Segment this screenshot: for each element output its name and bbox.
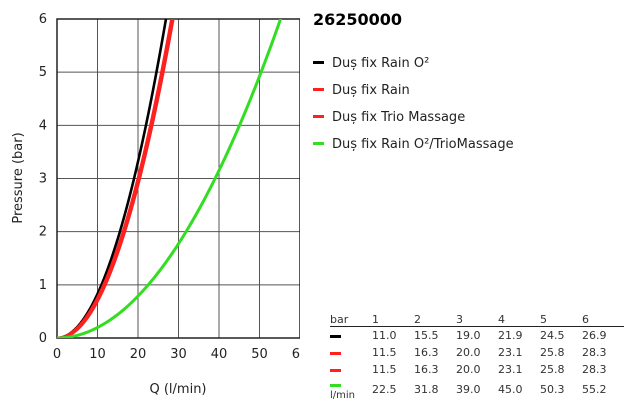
x-tick-label: 10: [89, 347, 106, 362]
table-row-swatch-cell: [330, 327, 372, 345]
table-row-swatch-cell: [330, 361, 372, 378]
legend-swatch: [313, 142, 324, 145]
table-cell: 28.3: [582, 363, 607, 376]
flow-table: bar 1 2 3 4 5 6 11.0 15.5 19.0 21.9 24.5…: [330, 313, 624, 401]
table-cell: 50.3: [540, 383, 565, 396]
series-line: [57, 19, 168, 338]
legend-item: Duș fix Rain O²: [313, 50, 514, 77]
pressure-flow-chart: 0 10 20 30 40 50 60 0 1 2 3 4 5 6 Q (l/min) Pressure (b…: [11, 12, 300, 397]
table-header-cell: 1: [372, 313, 379, 326]
legend-label: Duș fix Rain: [332, 83, 410, 98]
table-cell: 26.9: [582, 329, 607, 342]
table-cell: 16.3: [414, 363, 439, 376]
table-cell: 20.0: [456, 346, 481, 359]
table-cell: 22.5: [372, 383, 397, 396]
legend-swatch: [313, 61, 324, 64]
x-tick-label: 0: [53, 347, 61, 362]
table-header-cell: 6: [582, 313, 589, 326]
x-axis-label: Q (l/min): [149, 382, 206, 397]
table-header-cell: 3: [456, 313, 463, 326]
table-cell: 24.5: [540, 329, 565, 342]
y-tick-label: 6: [39, 12, 47, 27]
table-row-swatch-cell: [330, 344, 372, 361]
legend-swatch: [313, 88, 324, 91]
x-tick-label: 30: [170, 347, 187, 362]
table-cell: 39.0: [456, 383, 481, 396]
table-row: 11.0 15.5 19.0 21.9 24.5 26.9: [330, 327, 624, 345]
series-line: [57, 19, 283, 338]
table-header-cell: 5: [540, 313, 547, 326]
legend-item: Duș fix Rain O²/TrioMassage: [313, 131, 514, 158]
legend-item: Duș fix Trio Massage: [313, 104, 514, 131]
y-tick-label: 5: [39, 65, 47, 80]
y-tick-label: 4: [39, 118, 47, 133]
y-tick-label: 3: [39, 172, 47, 187]
table-cell: 55.2: [582, 383, 607, 396]
y-tick-label: 2: [39, 225, 47, 240]
y-tick-label: 1: [39, 278, 47, 293]
table-cell: 21.9: [498, 329, 523, 342]
table-cell: 23.1: [498, 346, 523, 359]
unit-label: l/min: [330, 390, 356, 401]
table-cell: 11.0: [372, 329, 397, 342]
legend-label: Duș fix Rain O²/TrioMassage: [332, 137, 514, 152]
table-cell: 45.0: [498, 383, 523, 396]
table-row: l/min 22.5 31.8 39.0 45.0 50.3 55.2: [330, 378, 624, 401]
table-row: 11.5 16.3 20.0 23.1 25.8 28.3: [330, 361, 624, 378]
table-cell: 28.3: [582, 346, 607, 359]
row-swatch: [330, 351, 341, 355]
table-cell: 20.0: [456, 363, 481, 376]
table-cell: 31.8: [414, 383, 439, 396]
y-axis-label: Pressure (bar): [11, 132, 26, 223]
x-tick-label: 60: [292, 347, 300, 362]
table-cell: 11.5: [372, 346, 397, 359]
row-swatch: [330, 368, 341, 372]
legend-label: Duș fix Trio Massage: [332, 110, 466, 125]
legend-item: Duș fix Rain: [313, 77, 514, 104]
legend: Duș fix Rain O² Duș fix Rain Duș fix Tri…: [313, 50, 514, 158]
table-header-bar: bar: [330, 313, 349, 326]
table-row: 11.5 16.3 20.0 23.1 25.8 28.3: [330, 344, 624, 361]
table-cell: 19.0: [456, 329, 481, 342]
product-code-title: 26250000: [313, 10, 403, 29]
table-cell: 11.5: [372, 363, 397, 376]
table-header-row: bar 1 2 3 4 5 6: [330, 313, 624, 327]
row-swatch: [330, 383, 341, 387]
table-cell: 23.1: [498, 363, 523, 376]
series-line: [58, 19, 175, 338]
table-row-swatch-cell: l/min: [330, 378, 372, 401]
y-tick-label: 0: [39, 331, 47, 346]
row-swatch: [330, 334, 341, 338]
legend-label: Duș fix Rain O²: [332, 56, 430, 71]
table-header-cell: 4: [498, 313, 505, 326]
table-cell: 16.3: [414, 346, 439, 359]
table-cell: 25.8: [540, 346, 565, 359]
x-tick-label: 20: [130, 347, 147, 362]
table-header-cell: 2: [414, 313, 421, 326]
legend-swatch: [313, 115, 324, 118]
table-cell: 25.8: [540, 363, 565, 376]
x-tick-label: 40: [211, 347, 228, 362]
table-cell: 15.5: [414, 329, 439, 342]
x-tick-label: 50: [251, 347, 268, 362]
series-line: [57, 19, 174, 338]
plot-frame: [56, 18, 300, 339]
